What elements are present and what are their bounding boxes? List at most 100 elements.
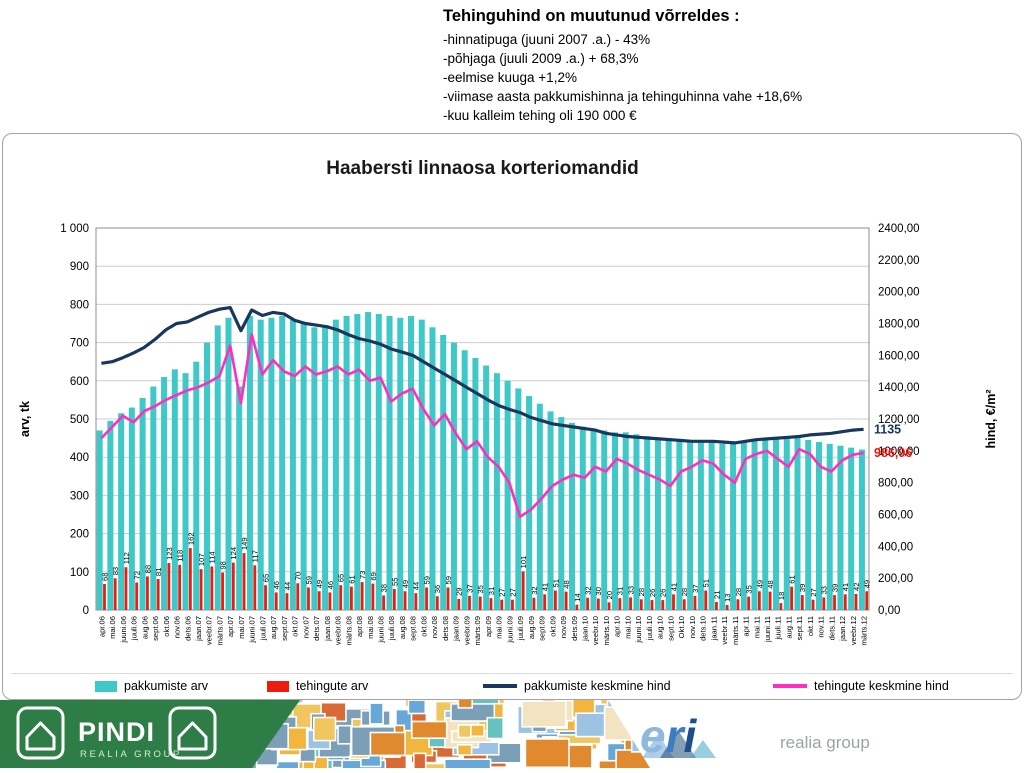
- svg-text:juuni.09: juuni.09: [505, 616, 514, 644]
- svg-text:31: 31: [616, 587, 625, 595]
- svg-text:59: 59: [423, 576, 432, 584]
- svg-text:61: 61: [347, 575, 356, 583]
- svg-text:26: 26: [648, 589, 657, 597]
- price-change-note: Tehinguhind on muutunud võrreldes : -hin…: [443, 7, 1021, 125]
- svg-text:jaan.09: jaan.09: [452, 616, 461, 642]
- svg-text:nov.08: nov.08: [430, 616, 439, 638]
- svg-text:48: 48: [766, 580, 775, 588]
- y-left-axis-title: arv, tk: [18, 401, 32, 437]
- svg-text:21: 21: [712, 591, 721, 599]
- svg-text:1200,00: 1200,00: [878, 414, 920, 426]
- svg-text:apr.09: apr.09: [484, 616, 493, 637]
- house-icon: [168, 706, 217, 760]
- svg-text:98: 98: [219, 561, 228, 569]
- svg-text:73: 73: [358, 571, 367, 579]
- svg-text:aug.06: aug.06: [140, 616, 149, 639]
- chart-panel: 68 83 112 72 88 81 123 118 162 107 114 98 124 149 117 6…: [2, 133, 1022, 700]
- svg-text:0,00: 0,00: [878, 605, 900, 617]
- svg-text:sept.06: sept.06: [151, 616, 160, 641]
- svg-text:sept.07: sept.07: [280, 616, 289, 641]
- svg-text:okt.11: okt.11: [806, 616, 815, 636]
- svg-text:49: 49: [863, 580, 872, 588]
- svg-text:162: 162: [186, 532, 195, 545]
- svg-text:39: 39: [830, 584, 839, 592]
- svg-text:mai.10: mai.10: [623, 616, 632, 639]
- svg-text:32: 32: [584, 586, 593, 594]
- svg-text:märts.10: märts.10: [602, 616, 611, 646]
- house-icon: [16, 706, 65, 760]
- svg-text:41: 41: [841, 583, 850, 591]
- legend-swatch-deal-price-line: [773, 684, 807, 688]
- svg-text:32: 32: [530, 586, 539, 594]
- pakkumiste-keskmine-hind-end-label: 1135: [874, 422, 901, 436]
- svg-text:2000,00: 2000,00: [878, 287, 920, 299]
- svg-text:35: 35: [476, 585, 485, 593]
- svg-text:29: 29: [455, 587, 464, 595]
- pindi-wordmark: PINDI: [78, 717, 155, 747]
- svg-text:märts.08: märts.08: [344, 616, 353, 646]
- svg-text:mai.09: mai.09: [495, 616, 504, 639]
- svg-text:veebr.09: veebr.09: [462, 616, 471, 645]
- svg-text:100: 100: [70, 567, 89, 579]
- pakkumiste-keskmine-hind-line: [101, 306, 864, 445]
- svg-text:14: 14: [573, 593, 582, 601]
- svg-text:27: 27: [508, 588, 517, 596]
- svg-text:märts.12: märts.12: [860, 616, 869, 646]
- chart-title: Haabersti linnaosa korteriomandid: [326, 158, 639, 179]
- svg-text:nov.11: nov.11: [817, 616, 826, 638]
- svg-text:59: 59: [444, 576, 453, 584]
- svg-text:2200,00: 2200,00: [878, 255, 920, 267]
- footer-banner: PINDI REALIA GROUP eri realia group: [0, 693, 1024, 773]
- svg-text:veebr.12: veebr.12: [849, 616, 858, 645]
- svg-text:200: 200: [70, 529, 89, 541]
- svg-text:nov.06: nov.06: [173, 616, 182, 638]
- svg-text:81: 81: [154, 568, 163, 576]
- svg-text:65: 65: [261, 574, 270, 582]
- svg-text:51: 51: [551, 579, 560, 587]
- legend-swatch-offers-bar: [95, 680, 117, 692]
- svg-text:38: 38: [380, 584, 389, 592]
- svg-text:37: 37: [465, 584, 474, 592]
- svg-text:apr.11: apr.11: [742, 616, 751, 637]
- svg-text:112: 112: [122, 552, 131, 564]
- svg-text:800: 800: [70, 299, 89, 311]
- svg-text:500: 500: [70, 414, 89, 426]
- svg-text:juuni.11: juuni.11: [763, 616, 772, 643]
- svg-text:51: 51: [702, 579, 711, 587]
- legend-item-tehingute-hind: tehingute keskmine hind: [773, 679, 949, 693]
- svg-text:aug.07: aug.07: [269, 616, 278, 639]
- svg-text:aug.08: aug.08: [398, 616, 407, 639]
- svg-text:69: 69: [369, 572, 378, 580]
- svg-text:jaan.11: jaan.11: [709, 616, 718, 641]
- svg-text:jaan.08: jaan.08: [323, 616, 332, 642]
- svg-text:dets.08: dets.08: [441, 616, 450, 641]
- svg-text:mai.07: mai.07: [237, 616, 246, 639]
- svg-text:72: 72: [133, 571, 142, 579]
- svg-text:300: 300: [70, 490, 89, 502]
- plot-frame: [95, 227, 870, 611]
- legend-item-pakkumiste-arv: pakkumiste arv: [95, 679, 208, 693]
- svg-text:118: 118: [176, 550, 185, 562]
- svg-text:44: 44: [412, 582, 421, 590]
- svg-text:okt.09: okt.09: [548, 616, 557, 637]
- svg-text:31: 31: [487, 587, 496, 595]
- svg-text:märts.07: märts.07: [216, 616, 225, 646]
- svg-text:61: 61: [788, 575, 797, 583]
- svg-text:dets.07: dets.07: [312, 616, 321, 641]
- svg-text:apr.06: apr.06: [97, 616, 106, 637]
- svg-text:dets.10: dets.10: [699, 616, 708, 641]
- note-line-gap: -viimase aasta pakkumishinna ja tehinguh…: [443, 89, 803, 104]
- svg-text:apr.07: apr.07: [226, 616, 235, 637]
- legend-label-offers: pakkumiste arv: [124, 679, 209, 693]
- svg-text:33: 33: [627, 586, 636, 594]
- legend-item-pakkumiste-hind: pakkumiste keskmine hind: [483, 679, 671, 693]
- svg-text:59: 59: [304, 576, 313, 584]
- footer-canvas: PINDI REALIA GROUP eri realia group: [0, 693, 1024, 773]
- svg-text:juuli.08: juuli.08: [387, 616, 396, 641]
- svg-text:68: 68: [100, 573, 109, 581]
- svg-text:28: 28: [680, 588, 689, 596]
- svg-text:märts.11: märts.11: [731, 616, 740, 645]
- eri-wordmark: eri: [640, 710, 698, 762]
